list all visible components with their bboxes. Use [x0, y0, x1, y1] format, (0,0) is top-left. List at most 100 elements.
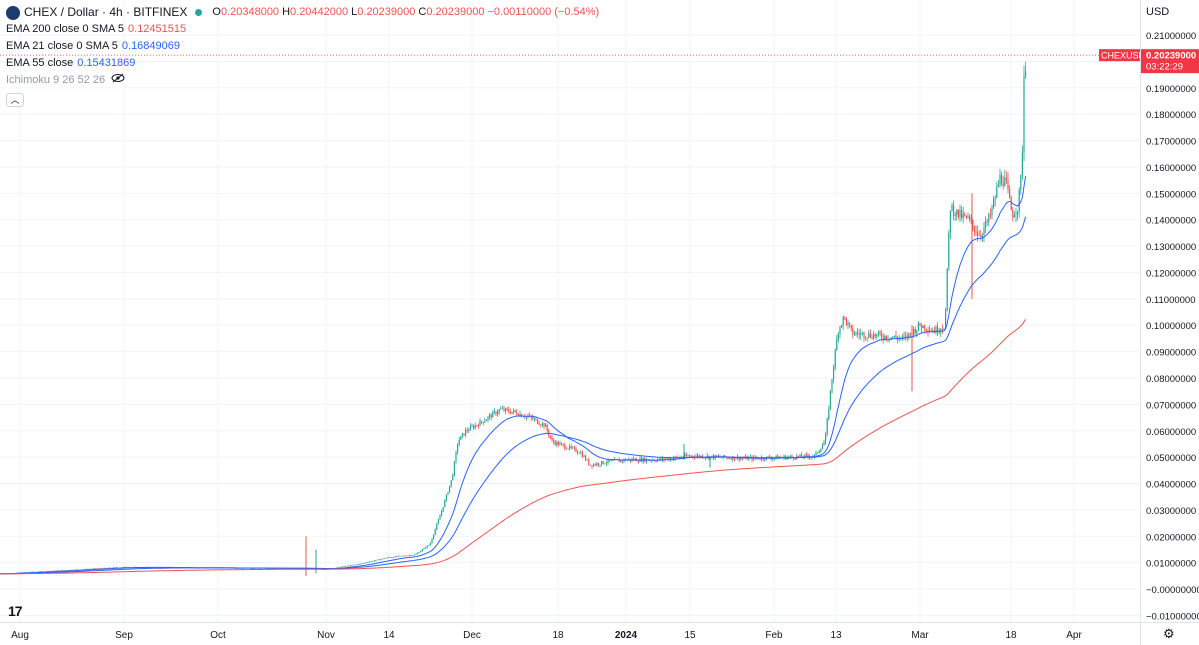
symbol-header[interactable]: CHEX CHEX / Dollar · 4h · BITFINEX O0.20…	[6, 4, 602, 21]
candle-body	[65, 570, 67, 571]
candle-body	[84, 568, 86, 570]
time-tick-label: Apr	[1066, 630, 1082, 641]
market-status-icon[interactable]	[195, 9, 203, 16]
candle-body	[434, 529, 436, 535]
ema-21-line	[0, 175, 1027, 575]
candle-body	[620, 460, 622, 462]
tradingview-logo[interactable]: 17	[8, 603, 23, 619]
candle-body	[594, 464, 596, 466]
candle-body	[666, 458, 668, 460]
price-axis[interactable]: 0.210000000.200000000.190000000.18000000…	[1140, 0, 1199, 622]
candle-body	[394, 556, 396, 558]
candle-body	[421, 549, 423, 551]
price-tag-symbol-bg	[1099, 49, 1140, 62]
candle-body	[471, 426, 473, 427]
candle-body	[557, 441, 559, 446]
candle-body	[570, 446, 572, 448]
candle-body	[985, 221, 987, 228]
candle-body	[884, 335, 886, 340]
currency-selector[interactable]: USD	[1146, 6, 1170, 18]
candle-body	[743, 458, 745, 459]
candle-body	[385, 558, 387, 559]
candle-body	[601, 461, 603, 465]
candle-body	[63, 570, 65, 571]
time-tick-label: 14	[383, 630, 395, 641]
time-tick-label: 13	[830, 630, 842, 641]
legend-collapse-button[interactable]: ︿	[6, 93, 24, 107]
candle-body	[122, 567, 124, 568]
candle-body	[57, 570, 59, 572]
eye-off-icon[interactable]	[111, 72, 125, 89]
candle-body	[445, 494, 447, 501]
candle-body	[612, 460, 614, 462]
candle-body	[439, 515, 441, 520]
candle-body	[975, 231, 977, 233]
candle-body	[989, 214, 991, 216]
price-tick-label: −0.01000000	[1146, 611, 1199, 622]
candle-body	[660, 458, 662, 460]
candle-body	[772, 458, 774, 460]
candle-body	[567, 448, 569, 450]
candle-body	[1009, 189, 1011, 198]
ohlc-high-value: 0.20442000	[290, 6, 349, 18]
candle-body	[481, 420, 483, 422]
indicator-ichimoku[interactable]: Ichimoku 9 26 52 26	[6, 72, 602, 89]
candle-body	[1015, 214, 1017, 216]
candle-body	[727, 457, 729, 459]
candle-body	[956, 209, 958, 215]
candle-body	[367, 562, 369, 564]
candle-body	[90, 568, 92, 570]
price-tick-label: 0.08000000	[1146, 374, 1196, 385]
candle-body	[791, 455, 793, 458]
candle-body	[906, 335, 908, 338]
candle-body	[711, 455, 713, 457]
candle-body	[55, 570, 57, 572]
candle-body	[961, 210, 963, 218]
candle-body	[770, 458, 772, 460]
candle-body	[1004, 177, 1006, 187]
candle-body	[841, 325, 843, 328]
chart-pane[interactable]: CHEXUSD	[0, 0, 1146, 622]
indicator-value: 0.15431869	[77, 57, 136, 69]
symbol-title[interactable]: CHEX / Dollar · 4h · BITFINEX	[24, 5, 188, 19]
candle-body	[442, 507, 444, 512]
time-tick-label: Dec	[463, 630, 481, 641]
candle-body	[687, 455, 689, 457]
price-tag-symbol: CHEXUSD	[1101, 51, 1140, 61]
price-tag-value: 0.20239000	[1146, 51, 1196, 62]
candle-body	[788, 456, 790, 458]
indicator-ema21[interactable]: EMA 21 close 0 SMA 5 0.16849069	[6, 38, 602, 55]
candle-body	[554, 442, 556, 445]
candle-body	[831, 379, 833, 391]
indicator-ema55[interactable]: EMA 55 close 0.15431869	[6, 55, 602, 72]
candle-body	[901, 335, 903, 338]
candle-body	[506, 408, 508, 410]
candle-body	[484, 420, 486, 423]
price-chart[interactable]: CHEXUSD	[0, 0, 1146, 622]
candle-body	[461, 433, 463, 437]
gear-icon[interactable]: ⚙	[1163, 626, 1175, 641]
candle-body	[946, 268, 948, 311]
ema-55-line	[0, 216, 1027, 575]
candle-body	[106, 568, 108, 569]
time-axis[interactable]: Aug Sep Oct Nov 14 Dec 18 2024 15 Feb 13 Mar 18 Apr	[0, 622, 1140, 645]
candle-body	[413, 554, 415, 556]
candle-body	[663, 458, 665, 460]
candle-body	[879, 331, 881, 335]
candle-body	[511, 411, 513, 414]
candle-body	[1002, 183, 1004, 187]
candle-body	[826, 418, 828, 434]
candle-body	[31, 571, 33, 573]
candle-body	[239, 568, 241, 569]
candle-body	[495, 411, 497, 415]
indicator-ema200[interactable]: EMA 200 close 0 SMA 5 0.12451515	[6, 21, 602, 38]
candle-body	[895, 335, 897, 338]
candle-body	[661, 458, 663, 460]
candle-body	[725, 457, 727, 458]
candle-body	[938, 331, 940, 333]
candle-body	[236, 568, 238, 569]
candle-body	[999, 174, 1001, 185]
candle-body	[905, 335, 907, 337]
candle-body	[591, 465, 593, 467]
candle-body	[996, 186, 998, 198]
